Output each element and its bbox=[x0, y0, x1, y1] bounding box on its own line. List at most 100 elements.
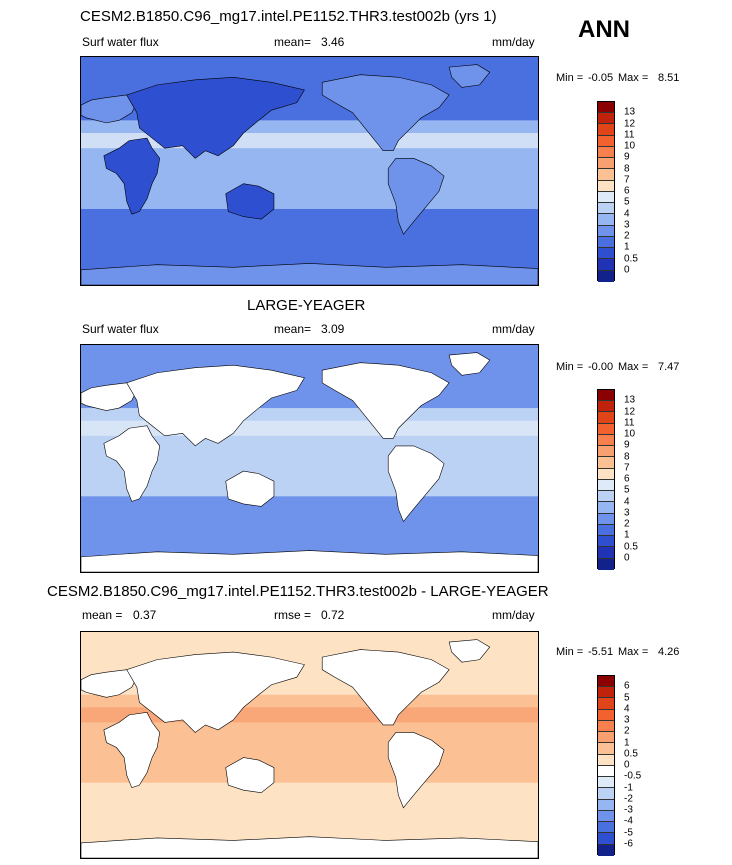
colorbar-box bbox=[598, 491, 614, 503]
colorbar-box bbox=[598, 788, 614, 800]
continent-samerica bbox=[388, 158, 444, 234]
colorbar-box bbox=[598, 457, 614, 469]
continent-antarctica bbox=[81, 263, 538, 285]
colorbar-box bbox=[598, 698, 614, 710]
colorbar-tick-label: 5 bbox=[624, 196, 630, 208]
colorbar-box bbox=[598, 676, 614, 688]
continent-samerica bbox=[388, 732, 444, 807]
colorbar-tick-label: 7 bbox=[624, 462, 630, 474]
colorbar-box bbox=[598, 236, 614, 249]
colorbar-tick-label: 9 bbox=[624, 439, 630, 451]
panel3-map bbox=[80, 631, 539, 859]
colorbar-tick-label: 0.5 bbox=[624, 541, 638, 552]
panel1-max-label: Max = bbox=[618, 72, 649, 84]
colorbar-box bbox=[598, 777, 614, 789]
colorbar-box bbox=[598, 158, 614, 170]
panel3-max-value: 4.26 bbox=[658, 646, 680, 658]
continent-greenland bbox=[449, 353, 490, 376]
map-canvas bbox=[81, 345, 538, 572]
colorbar-box bbox=[598, 169, 614, 181]
colorbar-box bbox=[598, 547, 614, 559]
colorbar-box bbox=[598, 536, 614, 548]
panel3-mean-value: 0.37 bbox=[133, 608, 157, 622]
colorbar-tick-label: 3 bbox=[624, 714, 630, 726]
colorbar-box bbox=[598, 709, 614, 721]
colorbar-tick-label: -6 bbox=[624, 838, 633, 850]
colorbar-box bbox=[598, 180, 614, 192]
panel3-min-label: Min = bbox=[556, 646, 584, 658]
panel3-colorbar bbox=[597, 675, 615, 856]
colorbar-tick-label: 2 bbox=[624, 725, 630, 737]
continent-namerica bbox=[322, 363, 449, 439]
colorbar-tick-label: 0 bbox=[624, 552, 630, 564]
colorbar-box bbox=[598, 844, 614, 856]
continent-antarctica bbox=[81, 551, 538, 572]
panel2-map bbox=[80, 344, 539, 573]
colorbar-tick-label: -3 bbox=[624, 804, 633, 816]
continent-namerica bbox=[322, 650, 449, 725]
colorbar-tick-label: -0.5 bbox=[624, 770, 642, 782]
continent-samerica bbox=[388, 446, 444, 522]
colorbar-tick-label: 8 bbox=[624, 163, 630, 174]
colorbar-tick-label: 13 bbox=[624, 106, 636, 118]
panel2-title: LARGE-YEAGER bbox=[247, 297, 366, 314]
colorbar-box bbox=[598, 558, 614, 570]
panel2-mean-label: mean= bbox=[274, 322, 312, 336]
panel2-colorbar bbox=[597, 389, 615, 570]
colorbar-tick-label: -1 bbox=[624, 782, 633, 793]
panel3-max-label: Max = bbox=[618, 646, 649, 658]
colorbar-box bbox=[598, 687, 614, 699]
colorbar-tick-label: 2 bbox=[624, 230, 630, 242]
colorbar-box bbox=[598, 102, 614, 114]
panel2-min-value: -0.00 bbox=[588, 361, 614, 373]
continent-australia bbox=[226, 471, 274, 506]
colorbar-box bbox=[598, 513, 614, 525]
colorbar-box bbox=[598, 390, 614, 402]
colorbar-tick-label: -4 bbox=[624, 815, 633, 827]
colorbar-box bbox=[598, 720, 614, 733]
colorbar-tick-label: 0 bbox=[624, 264, 630, 276]
continent-africa bbox=[104, 138, 160, 214]
panel1-units: mm/day bbox=[492, 35, 535, 49]
colorbar-box bbox=[598, 214, 614, 226]
colorbar-tick-label: 11 bbox=[624, 417, 635, 429]
colorbar-tick-label: 6 bbox=[624, 680, 630, 692]
colorbar-box bbox=[598, 502, 614, 514]
continent-greenland bbox=[449, 65, 490, 88]
colorbar-box bbox=[598, 124, 614, 136]
colorbar-box bbox=[598, 146, 614, 159]
map-canvas bbox=[81, 57, 538, 285]
colorbar-box bbox=[598, 191, 614, 204]
colorbar-box bbox=[598, 423, 614, 435]
colorbar-box bbox=[598, 732, 614, 744]
panel3-mean-label: mean = bbox=[82, 608, 123, 622]
panel2-units: mm/day bbox=[492, 322, 535, 336]
colorbar-box bbox=[598, 248, 614, 260]
continent-australia bbox=[226, 184, 274, 219]
panel3-units: mm/day bbox=[492, 608, 535, 622]
continent-asia bbox=[127, 365, 305, 446]
colorbar-box bbox=[598, 434, 614, 447]
colorbar-box bbox=[598, 446, 614, 458]
season-label: ANN bbox=[578, 16, 630, 43]
colorbar-tick-label: 4 bbox=[624, 208, 630, 219]
panel1-colorbar bbox=[597, 101, 615, 282]
colorbar-tick-label: 5 bbox=[624, 692, 630, 703]
colorbar-tick-label: 10 bbox=[624, 140, 636, 152]
panel3-rmse-value: 0.72 bbox=[321, 608, 345, 622]
colorbar-tick-label: 7 bbox=[624, 174, 630, 186]
continent-africa bbox=[104, 426, 160, 502]
panel2-max-label: Max = bbox=[618, 361, 649, 373]
colorbar-box bbox=[598, 113, 614, 125]
colorbar-box bbox=[598, 270, 614, 282]
panel1-title: CESM2.B1850.C96_mg17.intel.PE1152.THR3.t… bbox=[80, 8, 497, 25]
colorbar-box bbox=[598, 412, 614, 424]
colorbar-tick-label: 1 bbox=[624, 241, 630, 253]
colorbar-tick-label: 11 bbox=[624, 129, 635, 141]
colorbar-tick-label: 1 bbox=[624, 529, 630, 541]
colorbar-tick-label: -5 bbox=[624, 827, 633, 838]
map-canvas bbox=[81, 632, 538, 858]
colorbar-box bbox=[598, 810, 614, 823]
continent-asia bbox=[127, 652, 305, 732]
panel1-map bbox=[80, 56, 539, 286]
